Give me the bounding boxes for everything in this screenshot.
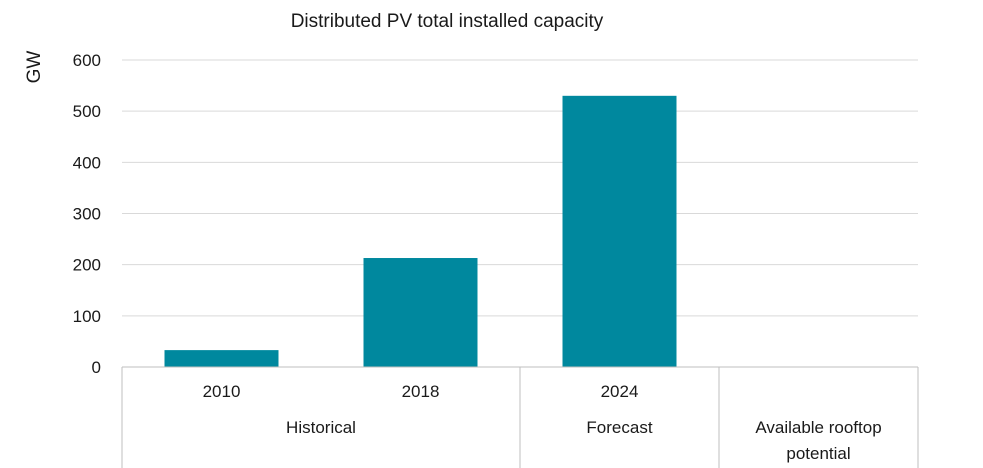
y-tick-label: 500 [73, 102, 101, 121]
y-tick-label: 300 [73, 205, 101, 224]
bars [164, 95, 677, 368]
x-tick-label: 2024 [601, 382, 639, 401]
group-label: Forecast [586, 418, 652, 437]
group-label: Historical [286, 418, 356, 437]
y-tick-label: 200 [73, 256, 101, 275]
y-tick-label: 600 [73, 51, 101, 70]
x-axis: 2010 2018 2024 Historical Forecast Available … [121, 366, 919, 468]
x-tick-label: 2010 [203, 382, 241, 401]
y-tick-label: 100 [73, 307, 101, 326]
y-axis-label: GW [24, 51, 45, 84]
bar-2024 [562, 95, 677, 368]
chart-title: Distributed PV total installed capacity [291, 11, 604, 32]
group-label: Available rooftop [755, 418, 881, 437]
gridlines [122, 59, 918, 317]
y-axis-ticks: 0 100 200 300 400 500 600 [73, 51, 101, 377]
y-tick-label: 400 [73, 153, 101, 172]
bar-2018 [363, 258, 478, 367]
x-tick-label: 2018 [402, 382, 440, 401]
y-tick-label: 0 [92, 358, 101, 377]
bar-2010 [164, 350, 279, 367]
group-label: potential [786, 444, 850, 463]
